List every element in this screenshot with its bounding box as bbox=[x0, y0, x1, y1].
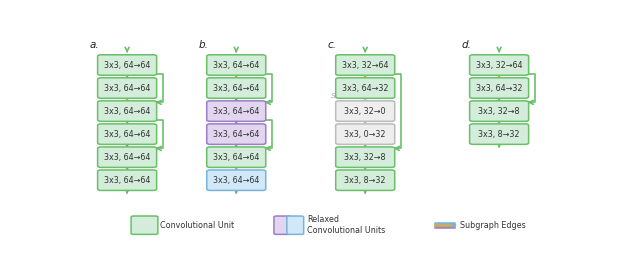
FancyBboxPatch shape bbox=[207, 101, 266, 121]
Text: 3x3, 64→64: 3x3, 64→64 bbox=[213, 176, 259, 185]
Text: 3x3, 64→64: 3x3, 64→64 bbox=[213, 60, 259, 70]
Text: 3x3, 64→32: 3x3, 64→32 bbox=[342, 84, 388, 93]
FancyBboxPatch shape bbox=[336, 170, 395, 190]
Text: 3x3, 64→64: 3x3, 64→64 bbox=[104, 153, 150, 162]
Text: a.: a. bbox=[90, 40, 100, 50]
Text: 3x3, 64→64: 3x3, 64→64 bbox=[104, 60, 150, 70]
Text: 3x3, 64→64: 3x3, 64→64 bbox=[104, 84, 150, 93]
FancyBboxPatch shape bbox=[98, 78, 157, 98]
FancyBboxPatch shape bbox=[274, 216, 291, 234]
FancyBboxPatch shape bbox=[98, 124, 157, 144]
Text: 3x3, 32→8: 3x3, 32→8 bbox=[478, 107, 520, 116]
FancyBboxPatch shape bbox=[98, 170, 157, 190]
Text: 3x3, 8→32: 3x3, 8→32 bbox=[344, 176, 386, 185]
FancyBboxPatch shape bbox=[207, 55, 266, 75]
Text: 3x3, 32→8: 3x3, 32→8 bbox=[344, 153, 386, 162]
FancyBboxPatch shape bbox=[207, 124, 266, 144]
Text: 3x3, 64→64: 3x3, 64→64 bbox=[104, 107, 150, 116]
FancyBboxPatch shape bbox=[98, 55, 157, 75]
Text: Subgraph Edges: Subgraph Edges bbox=[460, 221, 526, 230]
FancyBboxPatch shape bbox=[207, 147, 266, 167]
Text: c.: c. bbox=[328, 40, 337, 50]
Text: 3x3, 64→64: 3x3, 64→64 bbox=[104, 130, 150, 138]
FancyBboxPatch shape bbox=[336, 101, 395, 121]
Text: 3x3, 64→64: 3x3, 64→64 bbox=[213, 107, 259, 116]
Text: b.: b. bbox=[199, 40, 209, 50]
Text: 3x3, 32→0: 3x3, 32→0 bbox=[344, 107, 386, 116]
Text: d.: d. bbox=[462, 40, 472, 50]
Text: 3x3, 32→64: 3x3, 32→64 bbox=[476, 60, 522, 70]
FancyBboxPatch shape bbox=[470, 78, 529, 98]
FancyBboxPatch shape bbox=[207, 170, 266, 190]
Text: 3x3, 64→64: 3x3, 64→64 bbox=[213, 84, 259, 93]
Text: 3x3, 64→64: 3x3, 64→64 bbox=[104, 176, 150, 185]
Text: 3x3, 64→64: 3x3, 64→64 bbox=[213, 130, 259, 138]
FancyBboxPatch shape bbox=[287, 216, 304, 234]
Text: 3x3, 32→64: 3x3, 32→64 bbox=[342, 60, 388, 70]
Text: 3x3, 64→64: 3x3, 64→64 bbox=[213, 153, 259, 162]
FancyBboxPatch shape bbox=[336, 124, 395, 144]
FancyBboxPatch shape bbox=[470, 101, 529, 121]
Text: Relaxed
Convolutional Units: Relaxed Convolutional Units bbox=[307, 215, 385, 235]
FancyBboxPatch shape bbox=[470, 55, 529, 75]
Text: 3x3, 8→32: 3x3, 8→32 bbox=[478, 130, 520, 138]
FancyBboxPatch shape bbox=[470, 124, 529, 144]
Text: Subgraph Pruned: Subgraph Pruned bbox=[331, 93, 394, 99]
FancyBboxPatch shape bbox=[336, 147, 395, 167]
FancyBboxPatch shape bbox=[207, 78, 266, 98]
FancyBboxPatch shape bbox=[98, 147, 157, 167]
FancyBboxPatch shape bbox=[98, 101, 157, 121]
Text: 3x3, 0→32: 3x3, 0→32 bbox=[344, 130, 386, 138]
Text: 3x3, 64→32: 3x3, 64→32 bbox=[476, 84, 522, 93]
FancyBboxPatch shape bbox=[336, 78, 395, 98]
Text: Convolutional Unit: Convolutional Unit bbox=[161, 221, 234, 230]
FancyBboxPatch shape bbox=[336, 55, 395, 75]
FancyBboxPatch shape bbox=[131, 216, 158, 234]
